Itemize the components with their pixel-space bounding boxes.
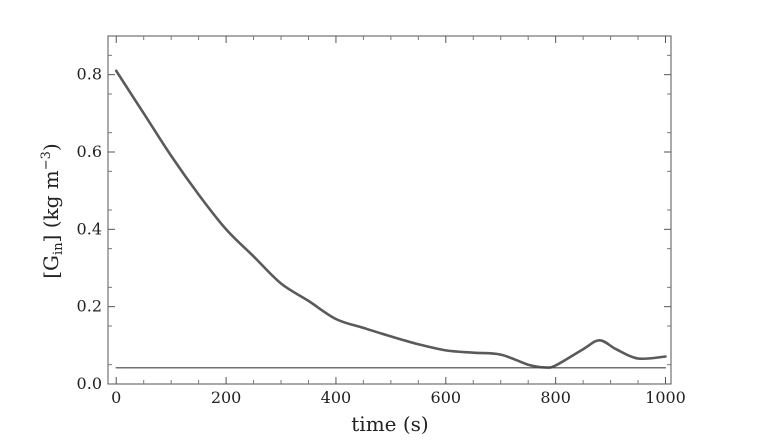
x-axis-label: time (s) [351, 412, 428, 436]
x-tick-label-1: 200 [211, 388, 242, 407]
y-axis-label-open: [G [39, 255, 63, 279]
y-tick-label-0: 0.0 [77, 374, 102, 393]
x-tick-label-0: 0 [111, 388, 121, 407]
series-layer [114, 69, 667, 369]
y-tick-label-1: 0.2 [77, 297, 102, 316]
y-tick-label-4: 0.8 [77, 65, 102, 84]
y-tick-label-2: 0.4 [77, 219, 102, 238]
y-axis-label-close: ) [39, 143, 63, 151]
x-tick-label-2: 400 [321, 388, 352, 407]
tick-labels: 0 200 400 600 800 1000 0.0 0.2 0.4 0.6 0.8 [77, 65, 686, 407]
series-line-concentration [114, 69, 667, 369]
y-axis-label-superscript: −3 [39, 151, 54, 170]
y-tick-label-3: 0.6 [77, 142, 102, 161]
x-tick-label-4: 800 [540, 388, 571, 407]
y-axis-label-subscript: in [51, 242, 66, 255]
y-axis-label-mid: ] (kg m [39, 170, 63, 242]
ticks [108, 36, 671, 385]
x-tick-label-5: 1000 [645, 388, 686, 407]
plot-frame [107, 35, 672, 385]
x-tick-label-3: 600 [431, 388, 462, 407]
y-axis-label: [Gin] (kg m−3) [39, 143, 66, 279]
